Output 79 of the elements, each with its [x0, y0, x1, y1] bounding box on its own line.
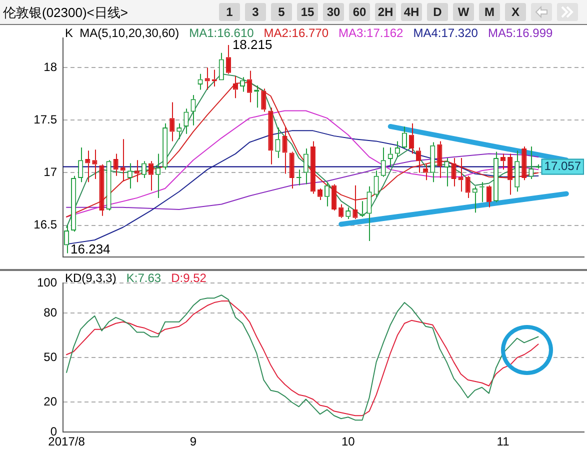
candlestick — [360, 200, 365, 218]
candlestick — [64, 224, 70, 254]
candlestick — [380, 147, 386, 178]
button: 15 — [297, 3, 318, 21]
candlestick — [268, 107, 274, 165]
candlestick — [85, 150, 90, 183]
candlestick — [261, 88, 266, 112]
chart-subtitle: K MA(5,10,20,30,60) — [65, 26, 180, 40]
chart-title: KD(9,3,3) — [65, 271, 116, 285]
candlestick — [522, 146, 527, 181]
candlestick — [106, 160, 112, 212]
text: K:7.63 — [126, 271, 162, 285]
candlestick — [324, 182, 330, 207]
candlestick — [148, 160, 154, 192]
button: 3 — [245, 3, 266, 21]
candlestick — [226, 44, 231, 74]
candlestick — [92, 149, 98, 180]
button: 2H — [375, 3, 396, 21]
candlestick — [437, 140, 442, 178]
candlestick — [71, 175, 76, 232]
button: 60 — [349, 3, 370, 21]
candlestick — [184, 108, 189, 134]
text: MA3:17.162 — [338, 26, 404, 40]
candlestick — [170, 102, 175, 142]
candlestick — [78, 147, 84, 183]
candlestick — [204, 67, 210, 90]
candlestick — [444, 158, 450, 187]
y-tick-label: 17 — [44, 165, 58, 180]
x-tick-label: 11 — [496, 434, 510, 449]
candlestick — [275, 127, 280, 159]
button: 30 — [323, 3, 344, 21]
candlestick — [254, 84, 260, 108]
candlestick — [310, 140, 316, 194]
series-label: D:9.52 — [171, 271, 206, 285]
candlestick — [212, 69, 217, 88]
y-tick-label: 100 — [36, 276, 58, 290]
button: 4H — [401, 3, 422, 21]
candlestick — [282, 127, 288, 174]
button: D — [427, 3, 448, 21]
candlestick — [162, 122, 168, 170]
y-tick-label: 16.5 — [34, 218, 58, 232]
candlestick — [218, 52, 224, 80]
candlestick — [338, 204, 344, 218]
button: 1 — [219, 3, 240, 21]
candlestick — [113, 153, 118, 176]
annotation: 16.234 — [70, 241, 110, 256]
candlestick — [402, 126, 407, 150]
candlestick — [303, 148, 308, 185]
button: 5 — [271, 3, 292, 21]
ref-line-label: 17.057 — [544, 159, 582, 174]
candlestick — [493, 151, 499, 203]
candlestick — [366, 186, 372, 242]
candlestick — [486, 184, 492, 208]
text: MA4:17.320 — [413, 26, 478, 40]
candlestick — [451, 158, 456, 187]
candlestick — [514, 150, 520, 192]
candlestick — [430, 142, 436, 183]
candlestick — [332, 184, 337, 212]
x-tick-label: 10 — [341, 434, 356, 449]
y-tick-label: 18 — [44, 60, 58, 74]
candlestick — [508, 153, 513, 196]
y-tick-label: 80 — [44, 305, 58, 320]
x-tick-label: 9 — [190, 434, 197, 449]
chart-title: 伦敦银(02300)<日线> — [3, 4, 128, 22]
y-tick-label: 50 — [44, 350, 58, 364]
candlestick — [289, 151, 294, 189]
button: X — [505, 3, 526, 21]
candlestick — [374, 170, 379, 198]
candlestick — [408, 122, 414, 154]
candlestick — [190, 94, 196, 126]
button: M — [479, 3, 500, 21]
y-tick-label: 20 — [44, 394, 58, 409]
candlestick — [134, 160, 140, 183]
candlestick — [416, 147, 422, 174]
candlestick — [465, 175, 470, 198]
candlestick — [141, 160, 146, 178]
y-tick-label: 17.5 — [34, 112, 58, 126]
text: MA5:16.999 — [488, 26, 553, 40]
button: W — [453, 3, 474, 21]
